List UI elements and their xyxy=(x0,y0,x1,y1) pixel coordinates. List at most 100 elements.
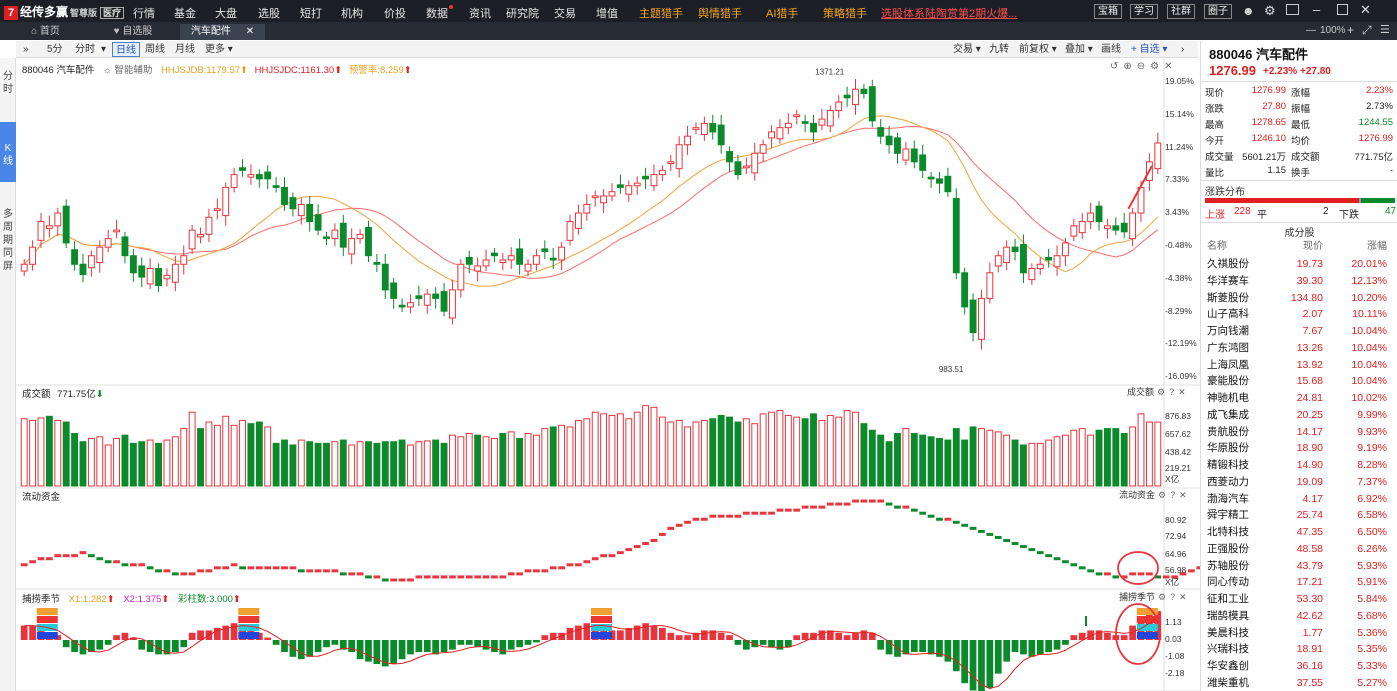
mode-button[interactable]: 医疗 xyxy=(100,7,125,19)
tab-home[interactable]: ⌂ 首页 xyxy=(31,26,60,37)
user-icon[interactable]: ☻ xyxy=(1242,4,1255,18)
constituent-row[interactable]: 正强股份 48.58 6.26% xyxy=(1205,541,1395,557)
period-monthly[interactable]: 月线 xyxy=(175,44,195,55)
constituent-row[interactable]: 久祺股份 19.73 20.01% xyxy=(1205,256,1395,272)
expand-icon[interactable]: › xyxy=(1181,44,1185,55)
constituent-row[interactable]: 征和工业 53.30 5.84% xyxy=(1205,591,1395,607)
trade-button[interactable]: 交易 ▾ xyxy=(953,44,981,55)
menu-item-12[interactable]: 主题猎手 xyxy=(639,8,683,20)
dropdown-icon[interactable]: ▾ xyxy=(101,44,107,55)
menu-item-6[interactable]: 价投 xyxy=(384,8,406,20)
period-daily[interactable]: 日线 xyxy=(112,42,140,57)
tab-watchlist[interactable]: ♥ 自选股 xyxy=(113,26,153,37)
menu-item-14[interactable]: AI猎手 xyxy=(766,8,799,20)
constituent-row[interactable]: 华洋赛车 39.30 12.13% xyxy=(1205,273,1395,289)
panel-controls[interactable]: ⚙?✕ xyxy=(1158,490,1191,500)
add-watchlist-button[interactable]: + 自选 ▾ xyxy=(1131,44,1168,55)
draw-button[interactable]: 画线 xyxy=(1101,44,1121,55)
quote-label: 涨跌 xyxy=(1205,104,1225,115)
constituent-row[interactable]: 上海凤凰 13.92 10.04% xyxy=(1205,357,1395,373)
constituent-row[interactable]: 山子高科 2.07 10.11% xyxy=(1205,306,1395,322)
gear-icon[interactable]: ⚙ xyxy=(1264,3,1276,18)
constituent-row[interactable]: 斯菱股份 134.80 10.20% xyxy=(1205,290,1395,306)
smart-assist-toggle[interactable]: ☼ 智能辅助 xyxy=(102,65,153,76)
panel-controls[interactable]: ⚙?✕ xyxy=(1158,592,1191,602)
season-bar xyxy=(969,640,977,691)
candle-body xyxy=(768,131,775,139)
treasure-button[interactable]: 宝箱 xyxy=(1094,4,1122,19)
constituent-row[interactable]: 西菱动力 19.09 7.37% xyxy=(1205,474,1395,490)
constituent-row[interactable]: 兴瑞科技 18.91 5.35% xyxy=(1205,641,1395,657)
menu-item-15[interactable]: 策略猎手 xyxy=(823,8,867,20)
side-tab-intraday[interactable]: 分时 xyxy=(3,71,13,95)
learn-button[interactable]: 学习 xyxy=(1130,4,1158,19)
chart-canvas[interactable]: 1371.21 983.51 xyxy=(16,58,1200,691)
side-tab-kline[interactable]: K线 xyxy=(0,122,16,182)
menu-item-13[interactable]: 舆情猎手 xyxy=(698,8,742,20)
menu-item-8[interactable]: 资讯 xyxy=(469,8,491,20)
flow-bar xyxy=(239,566,246,570)
circle-button[interactable]: 圈子 xyxy=(1204,4,1232,19)
constituent-row[interactable]: 渤海汽车 4.17 6.92% xyxy=(1205,491,1395,507)
window-icon[interactable] xyxy=(1286,4,1299,15)
menu-icon[interactable]: ☰ xyxy=(1380,24,1390,36)
constituent-row[interactable]: 神驰机电 24.81 10.02% xyxy=(1205,390,1395,406)
community-button[interactable]: 社群 xyxy=(1167,4,1195,19)
zoom-in-icon[interactable]: + xyxy=(1347,23,1355,37)
stock-price: 2.07 xyxy=(1302,308,1323,321)
constituent-row[interactable]: 美晨科技 1.77 5.36% xyxy=(1205,625,1395,641)
minimize-icon[interactable]: – xyxy=(1313,2,1321,17)
volume-bar xyxy=(490,437,498,487)
season-yaxis-label: 0.03 xyxy=(1165,634,1182,644)
adjust-button[interactable]: 前复权 ▾ xyxy=(1019,44,1057,55)
candle-body xyxy=(129,255,137,274)
constituent-row[interactable]: 豪能股份 15.68 10.04% xyxy=(1205,373,1395,389)
period-5min[interactable]: 5分 xyxy=(47,44,63,55)
menu-item-0[interactable]: 行情 xyxy=(133,8,155,20)
menu-item-3[interactable]: 选股 xyxy=(258,8,280,20)
menu-item-7[interactable]: 数据 xyxy=(426,5,453,21)
constituent-row[interactable]: 广东鸿图 13.26 10.04% xyxy=(1205,340,1395,356)
menu-item-11[interactable]: 增值 xyxy=(596,8,618,20)
menu-item-9[interactable]: 研究院 xyxy=(506,8,539,20)
season-bar xyxy=(407,640,414,655)
tab-auto-parts[interactable]: 汽车配件 ✕ xyxy=(180,24,265,40)
constituent-row[interactable]: 舜宇精工 25.74 6.58% xyxy=(1205,507,1395,523)
panel-controls[interactable]: ⚙?✕ xyxy=(1157,387,1190,397)
menu-item-4[interactable]: 短打 xyxy=(300,8,322,20)
constituent-row[interactable]: 瑞鹄模具 42.62 5.68% xyxy=(1205,608,1395,624)
season-bar xyxy=(1078,632,1086,640)
kline-controls[interactable]: ↺⊕⊖⚙✕ xyxy=(1110,61,1178,72)
season-bar xyxy=(583,623,591,640)
menu-item-2[interactable]: 大盘 xyxy=(215,8,237,20)
menu-item-10[interactable]: 交易 xyxy=(554,8,576,20)
stock-price: 1.77 xyxy=(1302,626,1323,639)
season-bar xyxy=(62,640,70,648)
fullscreen-icon[interactable]: ⤢ xyxy=(1362,23,1372,37)
tab-close-icon[interactable]: ✕ xyxy=(245,26,255,37)
constituent-row[interactable]: 华安鑫创 36.16 5.33% xyxy=(1205,658,1395,674)
constituent-row[interactable]: 万向钱潮 7.67 10.04% xyxy=(1205,323,1395,339)
period-intraday[interactable]: 分时 xyxy=(75,44,95,55)
nine-turn-button[interactable]: 九转 xyxy=(989,44,1009,55)
constituent-row[interactable]: 华原股份 18.90 9.19% xyxy=(1205,440,1395,456)
constituent-row[interactable]: 贵航股份 14.17 9.93% xyxy=(1205,424,1395,440)
constituent-row[interactable]: 北特科技 47.35 6.50% xyxy=(1205,524,1395,540)
menu-item-1[interactable]: 基金 xyxy=(174,8,196,20)
side-tab-multi-period[interactable]: 多周期同屏 xyxy=(3,209,13,272)
constituent-row[interactable]: 同心传动 17.21 5.91% xyxy=(1205,574,1395,590)
menu-item-16[interactable]: 选股体系陆陶赏第2期火爆... xyxy=(881,8,1018,20)
collapse-icon[interactable]: » xyxy=(23,44,29,55)
period-weekly[interactable]: 周线 xyxy=(145,44,165,55)
maximize-icon[interactable] xyxy=(1337,4,1348,15)
menu-item-5[interactable]: 机构 xyxy=(341,8,363,20)
period-more[interactable]: 更多 ▾ xyxy=(205,44,233,55)
constituent-row[interactable]: 成飞集成 20.25 9.99% xyxy=(1205,407,1395,423)
volume-bar xyxy=(524,433,532,487)
zoom-out-icon[interactable]: — xyxy=(1306,25,1316,36)
constituent-row[interactable]: 精锻科技 14.90 8.28% xyxy=(1205,457,1395,473)
constituent-row[interactable]: 潍柴重机 37.55 5.27% xyxy=(1205,675,1395,691)
close-icon[interactable]: ✕ xyxy=(1360,2,1371,17)
constituent-row[interactable]: 苏轴股份 43.79 5.93% xyxy=(1205,558,1395,574)
overlay-button[interactable]: 叠加 ▾ xyxy=(1065,44,1093,55)
